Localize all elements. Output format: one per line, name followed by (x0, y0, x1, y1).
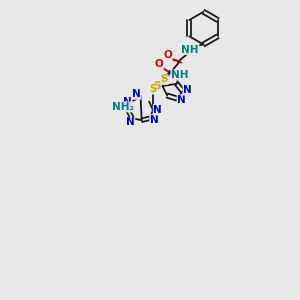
Text: N: N (126, 117, 135, 128)
Text: O: O (154, 59, 163, 69)
Text: N: N (123, 97, 132, 106)
Text: S: S (153, 80, 161, 91)
Text: NH₂: NH₂ (112, 102, 134, 112)
Text: NH: NH (182, 44, 199, 55)
Text: N: N (132, 89, 141, 99)
Text: O: O (164, 50, 172, 61)
Text: N: N (177, 95, 186, 105)
Text: S: S (160, 74, 168, 84)
Text: NH: NH (171, 70, 188, 80)
Text: N: N (150, 115, 158, 125)
Text: N: N (183, 85, 192, 95)
Text: S: S (149, 84, 157, 94)
Text: N: N (153, 105, 162, 115)
